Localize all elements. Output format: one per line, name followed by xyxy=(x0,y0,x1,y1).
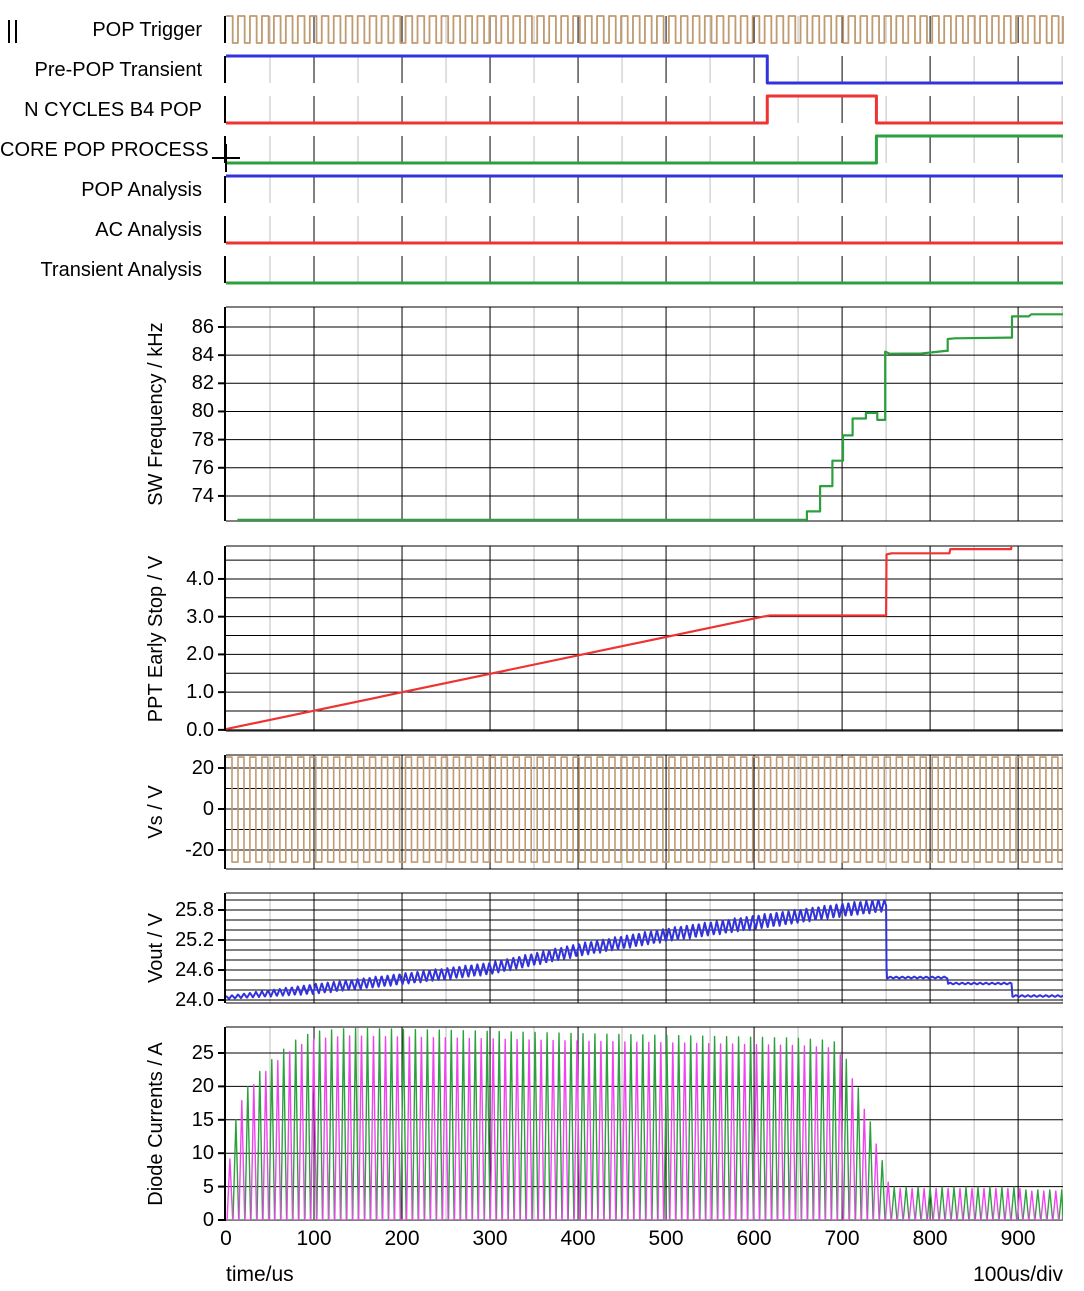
xtick-300: 300 xyxy=(472,1227,508,1250)
ytick-vs-20: 20 xyxy=(191,756,214,779)
xtick-100: 100 xyxy=(296,1227,332,1250)
digital-band-ac-analysis xyxy=(224,216,1063,245)
ytick-sw-frequency-82: 82 xyxy=(191,372,214,395)
y-axis-title-diode-currents: Diode Currents / A xyxy=(145,1041,167,1206)
xtick-900: 900 xyxy=(1000,1227,1036,1250)
trace-core-pop-process[interactable] xyxy=(226,134,1063,165)
digital-band-pre-pop-transient xyxy=(224,54,1063,85)
trace-diode-1[interactable] xyxy=(226,1027,1063,1220)
signal-label-pop-analysis: POP Analysis xyxy=(81,179,202,201)
ytick-ppt-early-stop-1.0: 1.0 xyxy=(186,681,214,704)
xtick-200: 200 xyxy=(384,1227,420,1250)
ytick-diode-currents-20: 20 xyxy=(191,1075,214,1098)
ytick-diode-currents-0: 0 xyxy=(202,1209,214,1231)
ytick-vs--20: -20 xyxy=(185,838,214,861)
digital-band-pop-analysis xyxy=(224,174,1063,203)
xtick-700: 700 xyxy=(824,1227,860,1250)
trace-vs[interactable] xyxy=(226,756,1063,863)
ytick-ppt-early-stop-0.0: 0.0 xyxy=(186,718,214,741)
ytick-diode-currents-15: 15 xyxy=(191,1108,214,1131)
signal-label-pop-trigger: POP Trigger xyxy=(92,19,202,41)
ytick-vout-25.2: 25.2 xyxy=(175,929,214,951)
ytick-sw-frequency-74: 74 xyxy=(191,484,214,507)
cursor-marker-bar-2[interactable] xyxy=(15,20,17,43)
signal-label-core-pop-process: CORE POP PROCESS xyxy=(0,139,209,161)
ytick-diode-currents-25: 25 xyxy=(191,1041,214,1064)
panel-ppt-early-stop xyxy=(218,542,1063,732)
ytick-sw-frequency-76: 76 xyxy=(191,456,214,479)
y-axis-title-sw-frequency: SW Frequency / kHz xyxy=(145,322,167,506)
xtick-0: 0 xyxy=(220,1227,232,1250)
xtick-500: 500 xyxy=(648,1227,684,1250)
panel-vout xyxy=(218,892,1063,1004)
digital-band-n-cycles-b4-pop xyxy=(224,94,1063,125)
signal-label-ac-analysis: AC Analysis xyxy=(95,219,202,241)
xtick-800: 800 xyxy=(912,1227,948,1250)
ytick-vout-24.0: 24.0 xyxy=(175,989,214,1011)
xtick-400: 400 xyxy=(560,1227,596,1250)
panel-sw-frequency xyxy=(218,306,1063,522)
ytick-ppt-early-stop-4.0: 4.0 xyxy=(186,567,214,590)
x-axis-title: time/us xyxy=(226,1263,294,1286)
ytick-vs-0: 0 xyxy=(202,797,214,820)
panel-diode-currents xyxy=(218,1026,1063,1221)
crosshair-cursor-vertical xyxy=(225,144,227,172)
signal-label-n-cycles-b4-pop: N CYCLES B4 POP xyxy=(24,99,202,121)
trace-pre-pop-transient[interactable] xyxy=(226,54,1063,85)
ytick-sw-frequency-78: 78 xyxy=(191,428,214,451)
ytick-sw-frequency-86: 86 xyxy=(191,315,214,338)
ytick-sw-frequency-84: 84 xyxy=(191,344,214,367)
digital-band-core-pop-process xyxy=(224,134,1063,165)
trace-ppt-early-stop[interactable] xyxy=(226,542,1063,731)
digital-band-pop-trigger xyxy=(224,15,1064,44)
ytick-vout-25.8: 25.8 xyxy=(175,899,214,921)
trace-n-cycles-b4-pop[interactable] xyxy=(226,94,1063,125)
signal-label-pre-pop-transient: Pre-POP Transient xyxy=(34,59,202,81)
ytick-ppt-early-stop-2.0: 2.0 xyxy=(186,643,214,666)
ytick-diode-currents-5: 5 xyxy=(202,1175,214,1198)
trace-vout[interactable] xyxy=(226,899,1063,1000)
signal-label-transient-analysis: Transient Analysis xyxy=(40,259,202,281)
ytick-sw-frequency-80: 80 xyxy=(191,400,214,423)
ytick-diode-currents-10: 10 xyxy=(191,1142,214,1165)
digital-band-transient-analysis xyxy=(224,256,1063,285)
x-axis-scale-label: 100us/div xyxy=(973,1263,1063,1286)
trace-pop-trigger[interactable] xyxy=(226,15,1064,44)
trace-diode-2[interactable] xyxy=(226,1035,1063,1220)
xtick-600: 600 xyxy=(736,1227,772,1250)
ytick-ppt-early-stop-3.0: 3.0 xyxy=(186,605,214,628)
ytick-vout-24.6: 24.6 xyxy=(175,959,214,981)
panel-vs xyxy=(218,754,1063,870)
trace-sw-frequency[interactable] xyxy=(237,313,1063,521)
cursor-marker-bar-1[interactable] xyxy=(8,20,10,43)
